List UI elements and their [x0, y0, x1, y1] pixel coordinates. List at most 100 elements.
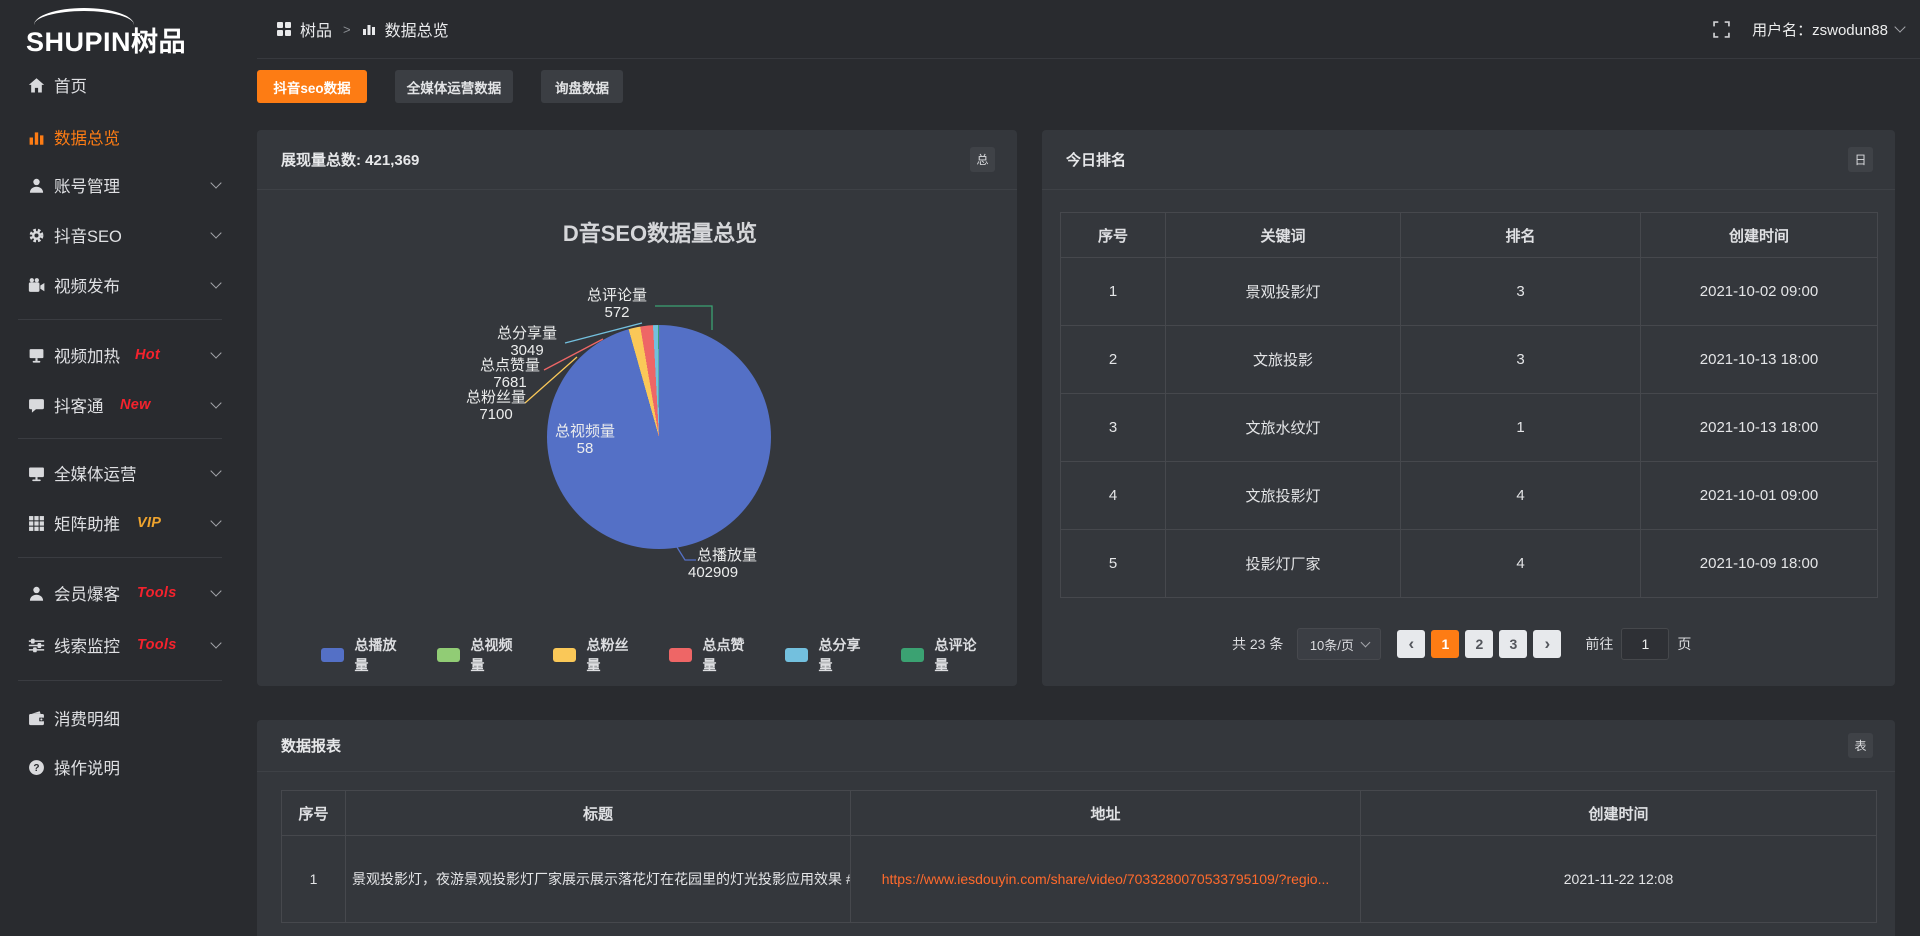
table-row: 5 投影灯厂家 4 2021-10-09 18:00: [1060, 529, 1878, 598]
legend-item[interactable]: 总粉丝量: [553, 635, 639, 675]
sidebar-item-douketong[interactable]: 抖客通 New: [0, 385, 240, 425]
logo-text: SHUPIN树品: [26, 27, 187, 57]
fullscreen-icon[interactable]: [1713, 20, 1730, 38]
table-cell: 1: [1060, 257, 1166, 326]
legend-label: 总点赞量: [702, 637, 745, 673]
goto-page-input[interactable]: [1621, 628, 1670, 660]
table-cell: 2021-10-01 09:00: [1640, 461, 1878, 530]
legend-swatch: [901, 648, 925, 662]
legend-swatch: [321, 648, 345, 662]
sidebar-item-consumption[interactable]: 消费明细: [0, 698, 240, 738]
topbar-right: 用户名：zswodun88: [1713, 0, 1906, 58]
tab-inquiry-data[interactable]: 询盘数据: [541, 70, 623, 103]
total-toggle-button[interactable]: 总: [970, 147, 995, 172]
chevron-down-icon: [1360, 637, 1371, 647]
page-button-1[interactable]: 1: [1431, 630, 1460, 658]
breadcrumb-separator: >: [343, 21, 351, 37]
legend-item[interactable]: 总视频量: [437, 635, 523, 675]
legend-item[interactable]: 总播放量: [321, 635, 407, 675]
legend-label: 总粉丝量: [586, 637, 629, 673]
legend-swatch: [669, 648, 693, 662]
tab-media-operation-data[interactable]: 全媒体运营数据: [395, 70, 513, 103]
user-menu[interactable]: 用户名：zswodun88: [1752, 19, 1906, 40]
apps-icon: [277, 22, 291, 36]
column-header: 序号: [1060, 212, 1166, 258]
column-header: 关键词: [1165, 212, 1401, 258]
table-cell: 景观投影灯: [1165, 257, 1401, 326]
video-link[interactable]: https://www.iesdouyin.com/share/video/70…: [881, 871, 1330, 887]
sidebar-item-douyin-seo[interactable]: 抖音SEO: [0, 215, 240, 255]
pie-label-plays: 总播放量 402909: [688, 547, 758, 581]
divider: [18, 438, 222, 439]
legend-item[interactable]: 总分享量: [785, 635, 871, 675]
total-count-label: 共 23 条: [1232, 636, 1284, 652]
table-cell: 2021-10-02 09:00: [1640, 257, 1878, 326]
chevron-down-icon: [210, 515, 222, 527]
table-cell: 4: [1060, 461, 1166, 530]
user-icon: [28, 177, 45, 194]
table-cell: 2021-10-13 18:00: [1640, 393, 1878, 462]
day-toggle-button[interactable]: 日: [1848, 147, 1873, 172]
table-cell: 2021-10-13 18:00: [1640, 325, 1878, 394]
sidebar-item-video-publish[interactable]: 视频发布: [0, 265, 240, 305]
prev-page-button[interactable]: ‹: [1397, 630, 1426, 658]
sidebar-item-instructions[interactable]: ? 操作说明: [0, 747, 240, 787]
table-row: 3 文旅水纹灯 1 2021-10-13 18:00: [1060, 393, 1878, 462]
bar-chart-icon: [362, 22, 376, 36]
sidebar-item-matrix-boost[interactable]: 矩阵助推 VIP: [0, 503, 240, 543]
ranking-table: 序号 关键词 排名 创建时间 1 景观投影灯 3 2021-10-02 09:00 2 文旅投影…: [1060, 212, 1878, 598]
legend-label: 总播放量: [354, 637, 397, 673]
sidebar-item-label: 视频加热: [54, 348, 120, 366]
page-size-select[interactable]: 10条/页: [1297, 628, 1382, 660]
table-cell: 3: [1400, 257, 1641, 326]
sidebar-item-media-operation[interactable]: 全媒体运营: [0, 453, 240, 493]
tab-douyin-seo-data[interactable]: 抖音seo数据: [257, 70, 367, 103]
sidebar-item-data-overview[interactable]: 数据总览: [0, 117, 240, 157]
chevron-down-icon: [210, 177, 222, 189]
hot-badge: Hot: [135, 347, 161, 363]
pie-label-fans: 总粉丝量 7100: [465, 389, 526, 423]
chart-legend: 总播放量 总视频量 总粉丝量 总点赞量 总分享量 总评论量: [257, 635, 1017, 675]
table-row: 4 文旅投影灯 4 2021-10-01 09:00: [1060, 461, 1878, 530]
table-cell: 文旅投影: [1165, 325, 1401, 394]
breadcrumb-root[interactable]: 树品: [300, 23, 333, 40]
legend-item[interactable]: 总评论量: [901, 635, 987, 675]
sidebar-item-video-heat[interactable]: 视频加热 Hot: [0, 335, 240, 375]
username-label: 用户名：zswodun88: [1752, 21, 1888, 39]
sidebar-item-home[interactable]: 首页: [0, 65, 240, 105]
next-page-button[interactable]: ›: [1533, 630, 1562, 658]
legend-item[interactable]: 总点赞量: [669, 635, 755, 675]
sidebar-item-label: 矩阵助推: [54, 516, 120, 534]
grid-icon: [28, 515, 45, 532]
table-cell: 投影灯厂家: [1165, 529, 1401, 598]
table-cell: 2: [1060, 325, 1166, 394]
page-size-value: 10条/页: [1309, 637, 1354, 653]
table-header-row: 序号 关键词 排名 创建时间: [1060, 212, 1878, 258]
pie-chart[interactable]: [547, 325, 771, 549]
table-cell: 3: [1400, 325, 1641, 394]
sidebar-item-label: 操作说明: [54, 760, 120, 778]
column-header: 标题: [345, 790, 851, 836]
breadcrumb: 树品 > 数据总览: [277, 0, 449, 58]
sidebar-item-member-burst[interactable]: 会员爆客 Tools: [0, 573, 240, 613]
pagination: 共 23 条 10条/页 ‹ 123 › 前往 页: [1232, 628, 1691, 660]
table-row: 2 文旅投影 3 2021-10-13 18:00: [1060, 325, 1878, 394]
new-badge: New: [120, 397, 151, 413]
breadcrumb-current: 数据总览: [384, 23, 449, 40]
sidebar-item-label: 会员爆客: [54, 586, 120, 604]
page-button-2[interactable]: 2: [1465, 630, 1494, 658]
tools-badge: Tools: [137, 637, 177, 653]
logo[interactable]: SHUPIN树品: [26, 8, 240, 58]
table-row: 1 景观投影灯，夜游景观投影灯厂家展示展示落花灯在花园里的灯光投影应用效果 # ht…: [281, 835, 1877, 923]
page-button-3[interactable]: 3: [1499, 630, 1528, 658]
goto-unit-label: 页: [1677, 636, 1692, 652]
sidebar-item-lead-monitor[interactable]: 线索监控 Tools: [0, 625, 240, 665]
table-toggle-button[interactable]: 表: [1848, 733, 1873, 758]
divider: [18, 680, 222, 681]
pie-label-shares: 总分享量 3049: [496, 325, 557, 359]
table-cell: 文旅投影灯: [1165, 461, 1401, 530]
sidebar-item-account[interactable]: 账号管理: [0, 165, 240, 205]
svg-text:?: ?: [33, 763, 39, 774]
